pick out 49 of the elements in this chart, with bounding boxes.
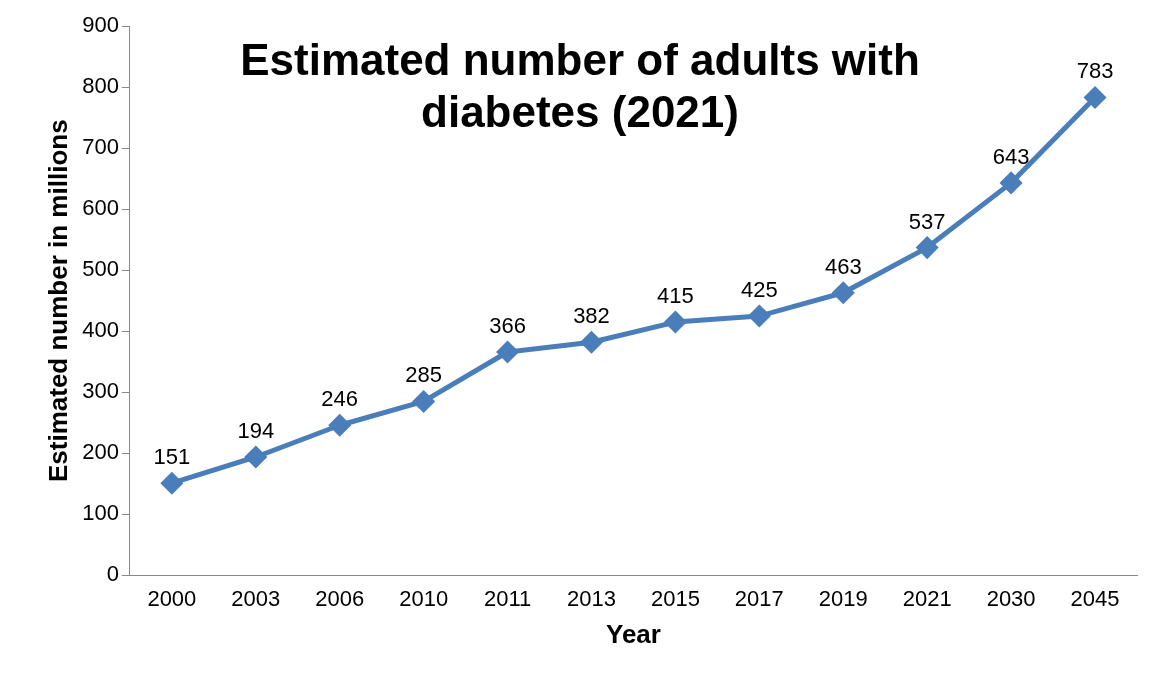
point [1000, 172, 1022, 194]
x-tick-label: 2003 [231, 585, 281, 611]
data-label: 285 [405, 362, 442, 388]
y-tick-label: 500 [82, 256, 119, 282]
point [1084, 86, 1106, 108]
point [413, 390, 435, 412]
data-label: 415 [657, 283, 694, 309]
text: Estimated number of adults with diabetes (2021) [239, 34, 921, 138]
y-tick-label: 900 [82, 12, 119, 38]
point [245, 446, 267, 468]
y-axis-title: Estimated number in millions [42, 119, 73, 483]
y-tick-label: 100 [82, 500, 119, 526]
data-label: 463 [824, 253, 862, 279]
y-tick-label: 800 [82, 73, 119, 99]
data-label: 151 [153, 444, 191, 470]
y-tick-label: 0 [106, 561, 119, 587]
x-tick-label: 2021 [902, 585, 952, 611]
data-label: 783 [1076, 58, 1114, 84]
point [916, 237, 938, 259]
point [580, 331, 602, 353]
x-tick-label: 2011 [483, 585, 532, 611]
point [329, 414, 351, 436]
point [748, 305, 770, 327]
data-label: 194 [237, 418, 275, 444]
x-tick-label: 2019 [818, 585, 868, 611]
data-label: 246 [321, 386, 359, 412]
x-tick-label: 2013 [567, 585, 616, 611]
point [497, 341, 519, 363]
x-tick-label: 2015 [650, 585, 700, 611]
point [161, 472, 183, 494]
y-tick-label: 700 [82, 134, 119, 160]
data-label: 643 [992, 143, 1030, 169]
point [832, 282, 854, 304]
data-label: 366 [489, 313, 526, 339]
y-tick-label: 400 [82, 317, 119, 343]
x-tick-label: 2000 [147, 585, 197, 611]
x-axis-title: Year [605, 618, 661, 649]
x-tick-label: 2010 [399, 585, 449, 611]
y-tick-label: 200 [82, 439, 119, 465]
x-tick-label: 2017 [734, 585, 784, 611]
x-tick-label: 2045 [1070, 585, 1120, 611]
data-label: 382 [573, 303, 610, 329]
y-tick-label: 600 [82, 195, 119, 221]
data-label: 425 [740, 277, 778, 303]
y-tick-label: 300 [82, 378, 119, 404]
data-label: 537 [908, 208, 946, 234]
x-tick-label: 2030 [986, 585, 1036, 611]
point [664, 311, 686, 333]
x-tick-label: 2006 [315, 585, 365, 611]
